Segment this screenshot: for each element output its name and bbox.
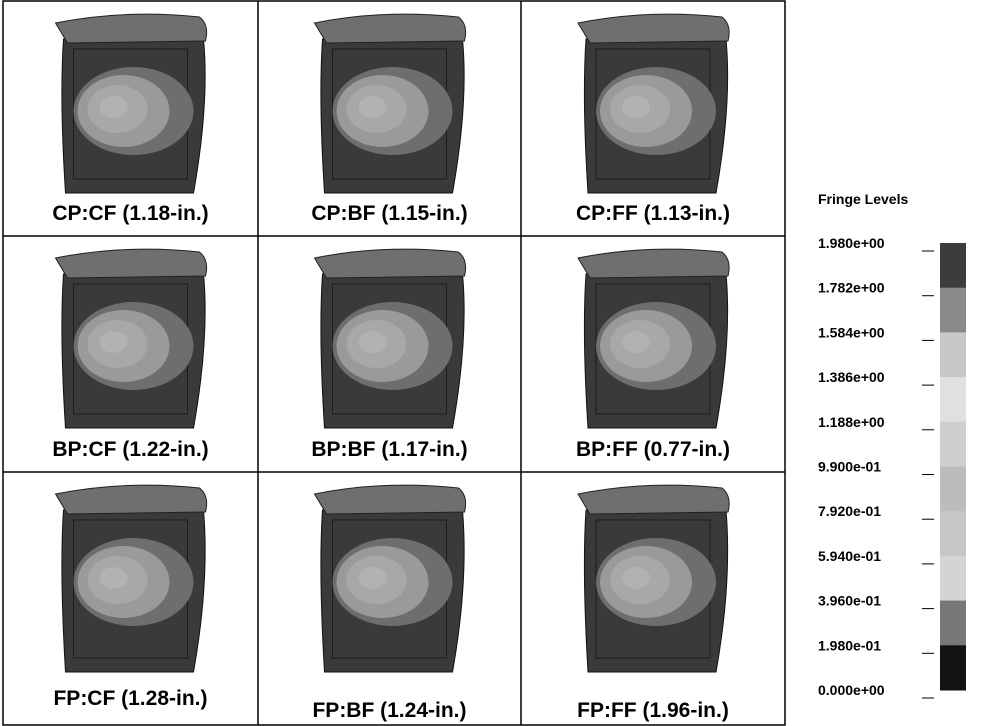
panel-image — [54, 13, 208, 194]
door-top — [313, 13, 467, 44]
door-top — [313, 248, 467, 279]
fringe-band — [940, 511, 966, 557]
panel-caption: FP:FF (1.96-in.) — [577, 699, 729, 722]
fringe-band — [940, 555, 966, 602]
fringe-level-label: 1.782e+00 — [818, 280, 885, 296]
panel-caption: CP:CF (1.18-in.) — [52, 202, 208, 225]
fringe-level-label: 1.980e-01 — [818, 637, 881, 653]
panel-image — [577, 248, 730, 429]
fringe-band — [940, 645, 966, 691]
panel-image — [577, 484, 730, 673]
zone — [99, 331, 128, 353]
panel-image — [313, 484, 467, 673]
zone — [622, 331, 650, 353]
zone — [622, 567, 650, 589]
zone — [358, 331, 387, 353]
fringe-band — [940, 600, 966, 646]
fringe-level-label: 9.900e-01 — [818, 459, 881, 475]
fringe-level-label: 0.000e+00 — [818, 682, 885, 698]
zone — [358, 567, 387, 589]
fringe-level-label: 5.940e-01 — [818, 548, 881, 564]
panel-image — [577, 13, 730, 194]
panel-caption: CP:BF (1.15-in.) — [311, 202, 467, 225]
panel-image — [313, 13, 467, 194]
zone — [622, 96, 650, 118]
panel-caption: FP:CF (1.28-in.) — [53, 687, 207, 710]
panel-grid — [2, 0, 786, 726]
fringe-band — [940, 287, 966, 333]
panel-caption: CP:FF (1.13-in.) — [576, 202, 730, 225]
panel-image — [313, 248, 467, 429]
fringe-band — [940, 243, 966, 289]
fringe-level-label: 1.188e+00 — [818, 414, 885, 430]
zone — [358, 96, 387, 118]
door-top — [54, 484, 208, 515]
fringe-band — [940, 332, 966, 378]
fringe-level-label: 3.960e-01 — [818, 593, 881, 609]
legend-title: Fringe Levels — [818, 191, 908, 207]
panel-image — [54, 484, 208, 673]
door-top — [577, 13, 730, 44]
panel-caption: FP:BF (1.24-in.) — [312, 699, 466, 722]
fringe-level-label: 1.584e+00 — [818, 324, 885, 340]
panel-caption: BP:BF (1.17-in.) — [311, 438, 467, 461]
fringe-level-label: 7.920e-01 — [818, 503, 881, 519]
door-top — [577, 248, 730, 279]
panel-image — [54, 248, 208, 429]
door-top — [54, 248, 208, 279]
panel-caption: BP:FF (0.77-in.) — [576, 438, 730, 461]
fringe-band — [940, 466, 966, 512]
door-top — [577, 484, 730, 515]
fringe-level-label: 1.386e+00 — [818, 369, 885, 385]
door-top — [54, 13, 208, 44]
fringe-level-label: 1.980e+00 — [818, 235, 885, 251]
panel-caption: BP:CF (1.22-in.) — [52, 438, 208, 461]
fringe-band — [940, 377, 966, 423]
door-top — [313, 484, 467, 515]
zone — [99, 567, 128, 589]
zone — [99, 96, 128, 118]
fringe-band — [940, 421, 966, 467]
